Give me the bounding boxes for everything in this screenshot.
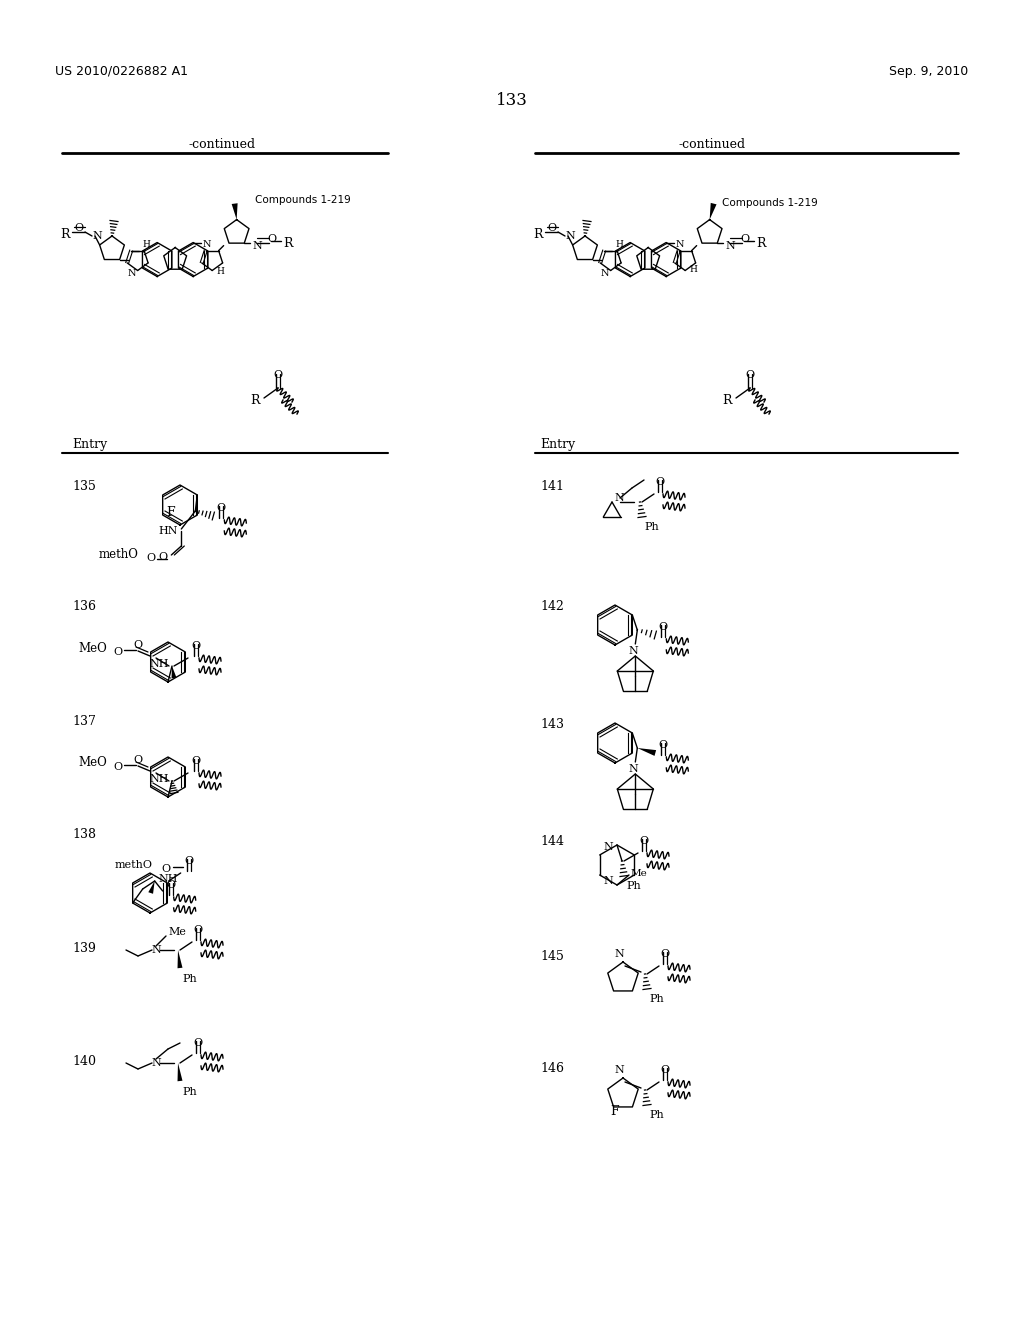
Text: O: O: [639, 836, 648, 846]
Text: Ph: Ph: [644, 521, 658, 532]
Text: F: F: [610, 1105, 618, 1118]
Text: H: H: [615, 240, 624, 249]
Text: 137: 137: [72, 715, 96, 729]
Text: N: N: [565, 231, 574, 242]
Text: Ph: Ph: [182, 974, 197, 983]
Text: R: R: [723, 393, 732, 407]
Text: O: O: [191, 642, 201, 651]
Text: H: H: [142, 240, 151, 249]
Text: Compounds 1-219: Compounds 1-219: [255, 194, 350, 205]
Text: N: N: [676, 240, 684, 249]
Polygon shape: [148, 880, 155, 894]
Polygon shape: [177, 1063, 182, 1081]
Text: Ph: Ph: [649, 994, 664, 1005]
Text: -continued: -continued: [188, 139, 256, 150]
Text: O: O: [194, 925, 203, 935]
Text: O: O: [660, 1065, 670, 1074]
Text: O: O: [217, 503, 226, 513]
Text: N: N: [614, 492, 624, 503]
Text: R: R: [60, 228, 70, 242]
Text: N: N: [127, 269, 136, 279]
Text: O: O: [184, 855, 194, 866]
Text: NH: NH: [150, 774, 169, 784]
Text: 138: 138: [72, 828, 96, 841]
Polygon shape: [172, 667, 176, 678]
Text: Ph: Ph: [182, 1086, 197, 1097]
Text: H: H: [216, 267, 224, 276]
Text: O: O: [166, 880, 175, 890]
Polygon shape: [177, 950, 182, 969]
Text: R: R: [251, 393, 260, 407]
Text: O: O: [75, 223, 84, 234]
Text: MeO: MeO: [78, 642, 106, 655]
Text: N: N: [614, 949, 624, 960]
Text: NH: NH: [159, 874, 178, 884]
Polygon shape: [637, 748, 656, 756]
Text: O: O: [159, 552, 168, 562]
Text: N: N: [600, 269, 609, 279]
Polygon shape: [710, 203, 717, 219]
Text: R: R: [534, 228, 543, 242]
Text: Me: Me: [168, 927, 186, 937]
Text: Compounds 1-219: Compounds 1-219: [722, 198, 817, 207]
Text: NH: NH: [150, 659, 169, 669]
Text: 135: 135: [72, 480, 96, 492]
Text: O: O: [113, 762, 122, 772]
Text: 146: 146: [540, 1063, 564, 1074]
Text: 144: 144: [540, 836, 564, 847]
Text: N: N: [629, 764, 638, 774]
Text: N: N: [252, 242, 262, 251]
Text: N: N: [203, 240, 211, 249]
Text: O: O: [658, 741, 668, 750]
Text: Sep. 9, 2010: Sep. 9, 2010: [889, 65, 968, 78]
Text: O: O: [146, 553, 156, 564]
Text: 142: 142: [540, 601, 564, 612]
Text: R: R: [284, 236, 293, 249]
Text: F: F: [167, 507, 175, 520]
Text: O: O: [162, 865, 171, 874]
Text: Entry: Entry: [540, 438, 575, 451]
Text: 143: 143: [540, 718, 564, 731]
Text: methO: methO: [98, 549, 138, 561]
Text: N: N: [603, 876, 613, 886]
Text: MeO: MeO: [78, 756, 106, 770]
Text: O: O: [267, 234, 276, 244]
Text: 136: 136: [72, 601, 96, 612]
Text: Entry: Entry: [72, 438, 108, 451]
Text: 145: 145: [540, 950, 564, 964]
Text: 140: 140: [72, 1055, 96, 1068]
Text: Me: Me: [631, 869, 648, 878]
Text: O: O: [133, 640, 142, 649]
Text: R: R: [757, 236, 766, 249]
Text: N: N: [614, 1065, 624, 1074]
Text: O: O: [745, 370, 755, 380]
Text: O: O: [133, 755, 142, 766]
Text: O: O: [658, 622, 668, 632]
Text: methO: methO: [115, 861, 153, 870]
Text: N: N: [725, 242, 735, 251]
Text: O: O: [113, 647, 122, 657]
Text: O: O: [655, 477, 665, 487]
Text: US 2010/0226882 A1: US 2010/0226882 A1: [55, 65, 188, 78]
Polygon shape: [231, 203, 238, 219]
Text: H: H: [689, 265, 697, 275]
Text: 139: 139: [72, 942, 96, 954]
Text: O: O: [740, 234, 750, 244]
Text: O: O: [548, 223, 557, 234]
Text: Ph: Ph: [649, 1110, 664, 1119]
Text: 141: 141: [540, 480, 564, 492]
Text: Ph: Ph: [626, 880, 641, 891]
Text: N: N: [152, 945, 161, 954]
Text: N: N: [92, 231, 101, 242]
Text: N: N: [152, 1059, 161, 1068]
Text: O: O: [191, 756, 201, 766]
Text: 133: 133: [496, 92, 528, 110]
Text: N: N: [629, 645, 638, 656]
Text: O: O: [273, 370, 283, 380]
Text: O: O: [660, 949, 670, 960]
Text: HN: HN: [159, 525, 178, 536]
Text: -continued: -continued: [679, 139, 745, 150]
Text: O: O: [194, 1038, 203, 1048]
Text: N: N: [603, 842, 613, 851]
